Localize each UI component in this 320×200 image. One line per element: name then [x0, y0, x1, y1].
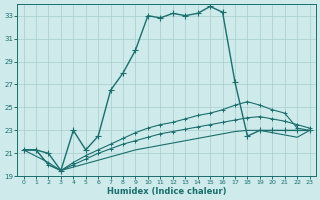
X-axis label: Humidex (Indice chaleur): Humidex (Indice chaleur) — [107, 187, 226, 196]
